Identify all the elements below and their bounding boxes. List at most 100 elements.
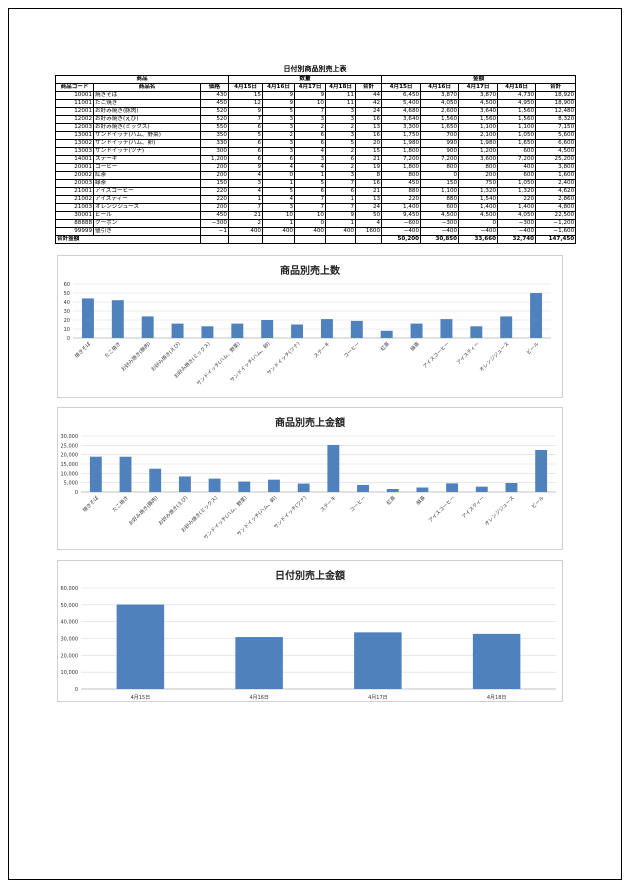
table-row: 30001 ビール 450 21 10 10 9 50 9,450 4,500 4,500 4,050… bbox=[55, 211, 577, 220]
table-cell: アイスコーヒー bbox=[93, 187, 201, 196]
table-cell: 8,320 bbox=[535, 115, 577, 124]
table-cell: 7,200 bbox=[420, 155, 460, 164]
table-cell: 400 bbox=[294, 227, 326, 236]
table-cell: 880 bbox=[381, 187, 422, 196]
table-row: 12002 お好み焼き(えび) 520 7 3 3 3 16 3,640 1,560 1,560 1,… bbox=[55, 115, 577, 124]
x-tick-label: アイスティー bbox=[456, 341, 481, 366]
table-cell: 0 bbox=[458, 219, 499, 228]
table-row: 20003 緑茶 150 3 1 5 7 16 450 150 750 1,050 2,400 bbox=[55, 179, 577, 188]
table-cell: 1 bbox=[294, 171, 326, 180]
y-tick-label: 60,000 bbox=[61, 586, 79, 592]
table-cell: 2 bbox=[294, 123, 326, 132]
table-cell: 4 bbox=[294, 147, 326, 156]
header-amount: 金額 bbox=[381, 75, 577, 84]
table-cell: 3,300 bbox=[381, 123, 422, 132]
table-cell: 1,320 bbox=[458, 187, 499, 196]
table-cell: 7,200 bbox=[381, 155, 422, 164]
table-cell: 1,400 bbox=[381, 203, 422, 212]
table-cell: 7 bbox=[294, 195, 326, 204]
table-cell: 3,800 bbox=[535, 163, 577, 172]
table-cell: 7 bbox=[325, 203, 356, 212]
table-row: 20002 紅茶 200 4 0 1 3 8 800 0 200 600 1,600 bbox=[55, 171, 577, 180]
header-amt-day: 4月15日 bbox=[381, 83, 422, 92]
table-cell: 450 bbox=[200, 99, 229, 108]
bar bbox=[327, 444, 340, 492]
header-amt-sum: 合計 bbox=[535, 83, 577, 92]
x-tick-label: 4月16日 bbox=[249, 695, 269, 701]
table-cell: 4,050 bbox=[420, 99, 460, 108]
sales-table: 商品 数量 金額 商品コード 商品名 価格 4月15日 4月16日 4月17日 … bbox=[55, 75, 577, 244]
bar bbox=[171, 323, 184, 338]
table-cell: 550 bbox=[200, 123, 229, 132]
table-cell: 7 bbox=[294, 203, 326, 212]
table-cell: −400 bbox=[420, 227, 460, 236]
table-cell: 1,400 bbox=[458, 203, 499, 212]
x-tick-label: たこ焼き bbox=[111, 494, 130, 513]
table-cell: 20001 bbox=[55, 163, 94, 172]
table-cell: 緑茶 bbox=[93, 179, 201, 188]
header-name: 商品名 bbox=[93, 83, 201, 92]
bar bbox=[81, 298, 94, 338]
y-tick-label: 0 bbox=[75, 490, 78, 496]
table-cell: 2,100 bbox=[458, 131, 499, 140]
bar bbox=[505, 483, 518, 492]
header-amt-day: 4月17日 bbox=[458, 83, 499, 92]
table-cell: 2,860 bbox=[535, 195, 577, 204]
report-title: 日付別商品別売上表 bbox=[283, 65, 347, 73]
y-tick-label: 30,000 bbox=[61, 434, 79, 440]
table-cell: 200 bbox=[200, 163, 229, 172]
table-cell: 450 bbox=[381, 179, 422, 188]
table-cell: 11 bbox=[325, 99, 356, 108]
y-tick-label: 0 bbox=[67, 336, 70, 342]
table-cell: 1,400 bbox=[497, 203, 537, 212]
x-tick-label: お好み焼き(豚肉) bbox=[120, 340, 152, 372]
table-cell: 400 bbox=[262, 227, 295, 236]
header-amt-day: 4月18日 bbox=[497, 83, 537, 92]
table-cell: 6 bbox=[262, 155, 295, 164]
bar bbox=[320, 319, 333, 338]
x-tick-label: お好み焼き(えび) bbox=[150, 340, 182, 372]
x-tick-label: ステーキ bbox=[313, 341, 331, 359]
table-cell: 450 bbox=[200, 211, 229, 220]
table-cell: 13 bbox=[354, 123, 383, 132]
table-cell: 4 bbox=[354, 219, 383, 228]
table-cell: 4,500 bbox=[458, 99, 499, 108]
bar bbox=[119, 456, 132, 492]
table-cell: 1 bbox=[262, 179, 295, 188]
header-amt-day: 4月16日 bbox=[420, 83, 460, 92]
table-cell: 1,750 bbox=[381, 131, 422, 140]
table-cell: 6 bbox=[294, 139, 326, 148]
table-cell: 1,560 bbox=[497, 107, 537, 116]
table-cell: 1,560 bbox=[458, 115, 499, 124]
x-tick-label: ビール bbox=[525, 340, 541, 356]
x-tick-label: 緑茶 bbox=[415, 494, 427, 506]
y-tick-label: 30 bbox=[64, 309, 70, 315]
table-cell: 20 bbox=[354, 139, 383, 148]
table-cell: 10 bbox=[294, 99, 326, 108]
table-cell bbox=[228, 235, 263, 244]
table-row: 13001 サンドイッチ(ハム、野菜) 350 5 2 6 3 16 1,750 700 2,100… bbox=[55, 131, 577, 140]
total-amount: 147,450 bbox=[535, 235, 577, 244]
table-cell: 6 bbox=[325, 155, 356, 164]
table-cell: −1 bbox=[200, 227, 229, 236]
table-cell: 1,050 bbox=[497, 131, 537, 140]
table-cell: −300 bbox=[420, 219, 460, 228]
table-cell: 330 bbox=[200, 139, 229, 148]
table-cell: 11 bbox=[325, 91, 356, 100]
table-cell: 6 bbox=[228, 139, 263, 148]
table-cell: 3 bbox=[228, 179, 263, 188]
table-cell: 9 bbox=[262, 99, 295, 108]
table-cell: 300 bbox=[200, 147, 229, 156]
table-cell: 9,450 bbox=[381, 211, 422, 220]
table-cell: 値引き bbox=[93, 227, 201, 236]
table-cell: サンドイッチ(ツナ) bbox=[93, 147, 201, 156]
table-cell: 10 bbox=[262, 211, 295, 220]
table-cell: 12002 bbox=[55, 115, 94, 124]
y-tick-label: 25,000 bbox=[61, 443, 79, 449]
chart-title: 商品別売上金額 bbox=[275, 418, 345, 429]
bar bbox=[261, 320, 274, 338]
table-cell: 800 bbox=[420, 163, 460, 172]
table-cell: 1,980 bbox=[458, 139, 499, 148]
table-cell: 800 bbox=[381, 171, 422, 180]
table-cell: 5 bbox=[325, 139, 356, 148]
